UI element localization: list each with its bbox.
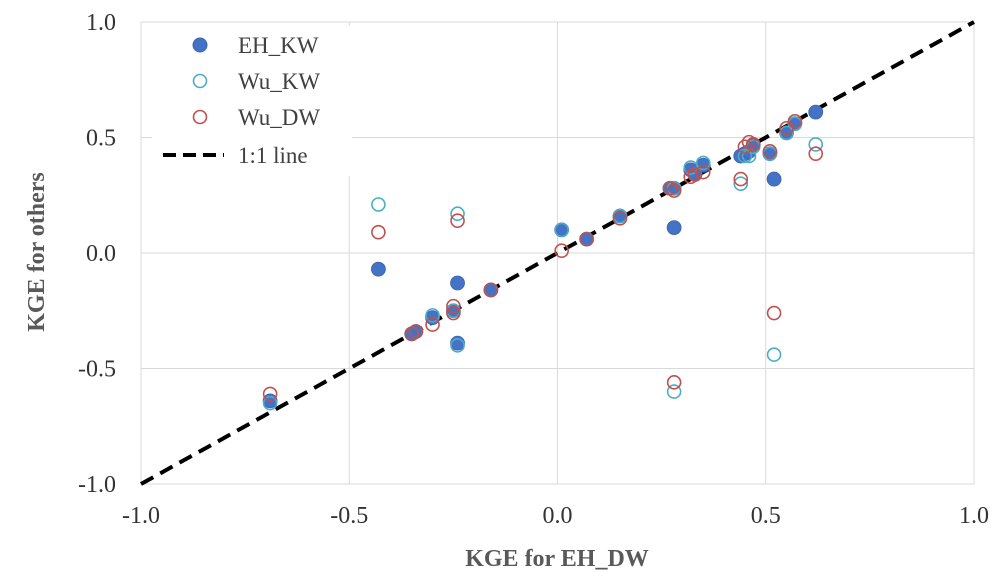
data-point [446, 305, 461, 321]
data-point [666, 375, 682, 390]
legend-label-wu-dw: Wu_DW [238, 105, 320, 130]
data-point [554, 243, 569, 258]
data-point [766, 347, 782, 362]
data-point [450, 206, 465, 222]
data-point [666, 384, 682, 399]
data-point [683, 160, 699, 175]
legend-marker-eh-kw [192, 37, 208, 53]
legend-marker-wu-dw [192, 109, 208, 125]
y-tick-label: -0.5 [78, 357, 116, 383]
data-point [371, 261, 386, 277]
x-tick-label: 1.0 [959, 503, 989, 529]
data-point [737, 139, 753, 155]
tick-labels: -1.0 -0.5 0.0 0.5 1.0 1.0 0.5 0.0 -0.5 -1.0 [78, 10, 989, 529]
data-point [371, 224, 386, 240]
data-point [787, 114, 803, 129]
data-point [554, 222, 569, 238]
data-point [408, 324, 424, 339]
x-tick-label: -1.0 [122, 503, 160, 529]
data-point [450, 275, 465, 291]
data-point [450, 338, 465, 353]
y-tick-label: 1.0 [86, 10, 116, 36]
data-point [762, 144, 778, 159]
data-point [687, 167, 703, 182]
data-point [579, 231, 594, 247]
data-point [745, 137, 761, 152]
data-point [808, 137, 824, 152]
one-to-one-line [140, 20, 975, 486]
series-wu-dw [262, 114, 824, 402]
data-point [666, 220, 682, 235]
data-point [371, 197, 386, 212]
legend-background [152, 26, 352, 176]
data-point [483, 282, 499, 298]
data-point [695, 155, 711, 171]
legend-marker-wu-kw [192, 73, 208, 89]
data-point [666, 183, 682, 198]
data-point [450, 213, 465, 228]
data-point [695, 164, 711, 180]
data-point [779, 125, 794, 141]
data-points [262, 104, 824, 411]
data-point [737, 148, 753, 164]
y-tick-label: -1.0 [78, 472, 116, 498]
data-point [262, 395, 278, 411]
data-point [808, 104, 824, 120]
data-point [612, 211, 628, 226]
data-point [425, 308, 440, 323]
legend-label-wu-kw: Wu_KW [238, 69, 320, 94]
data-point [446, 298, 461, 314]
x-tick-label: 0.0 [543, 503, 573, 529]
legend-label-eh-kw: EH_KW [238, 33, 319, 58]
data-point [733, 171, 749, 187]
legend: EH_KW Wu_KW Wu_DW 1:1 line [152, 26, 352, 176]
data-point [766, 305, 782, 321]
y-axis-label: KGE for others [24, 172, 50, 332]
x-tick-label: 0.5 [751, 503, 781, 529]
data-point [766, 171, 782, 187]
y-tick-label: 0.5 [86, 126, 116, 152]
x-axis-label: KGE for EH_DW [465, 546, 649, 572]
legend-label-1to1-line: 1:1 line [238, 143, 308, 168]
data-point [262, 386, 278, 402]
data-point [425, 317, 440, 332]
data-point [733, 176, 749, 191]
x-tick-label: -0.5 [330, 503, 368, 529]
data-point [808, 146, 824, 161]
y-tick-label: 0.0 [86, 241, 116, 267]
reference-line-group [140, 20, 975, 486]
